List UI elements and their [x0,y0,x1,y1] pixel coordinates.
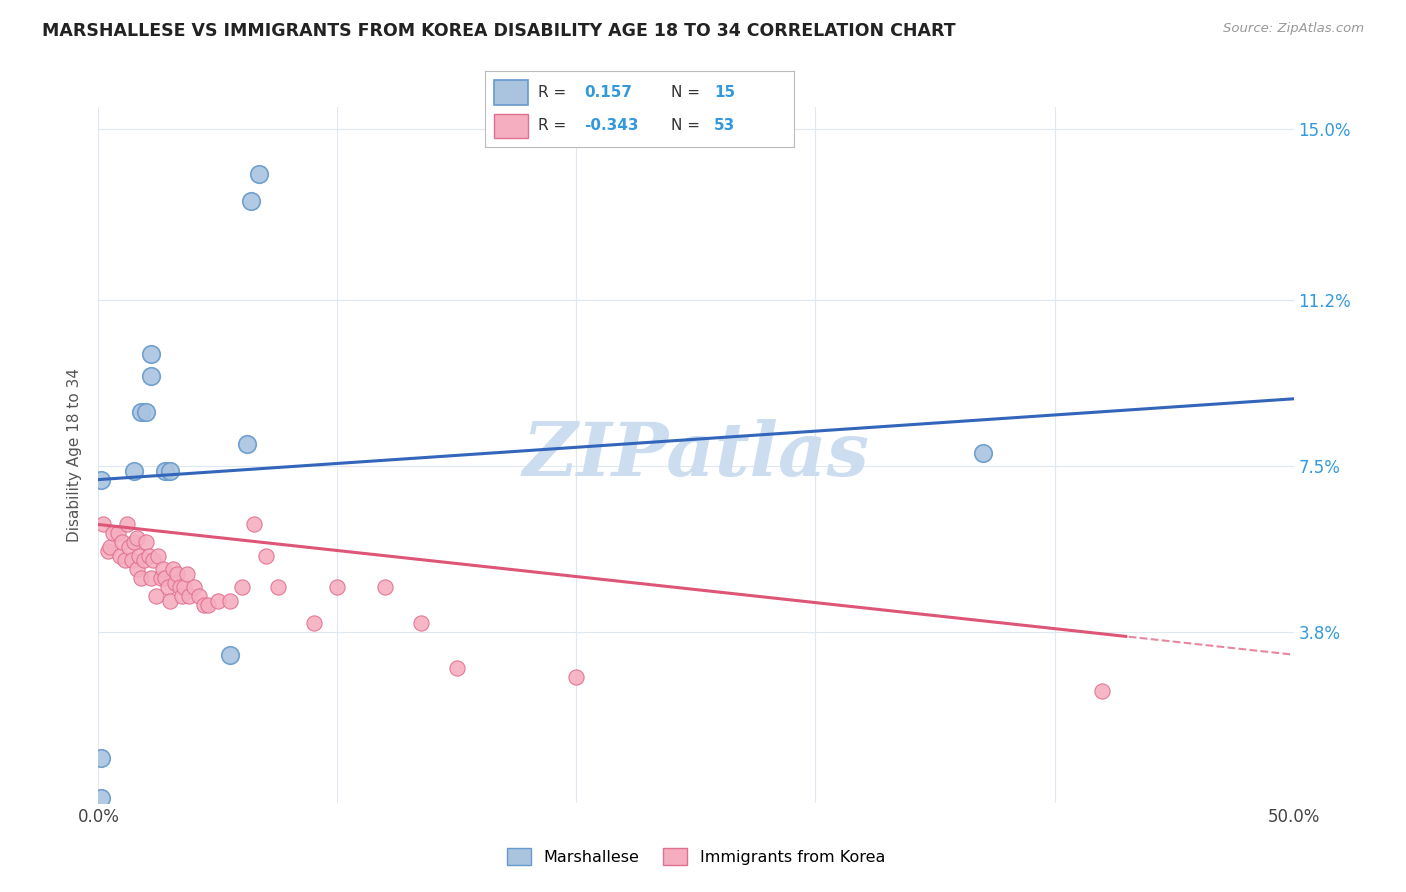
Point [243,517,266,532]
Point [91,517,114,532]
Point [131,405,153,419]
Point [139,571,162,585]
Point [155,571,177,585]
Point [108,549,131,563]
Point [101,526,124,541]
Point [118,540,141,554]
Legend: Marshallese, Immigrants from Korea: Marshallese, Immigrants from Korea [501,842,891,871]
Text: MARSHALLESE VS IMMIGRANTS FROM KOREA DISABILITY AGE 18 TO 34 CORRELATION CHART: MARSHALLESE VS IMMIGRANTS FROM KOREA DIS… [42,22,956,40]
Point [159,464,181,478]
Point [411,616,433,631]
Point [374,580,396,594]
Point [149,571,172,585]
Point [247,167,270,181]
Text: R =: R = [537,85,571,100]
Point [267,580,290,594]
Point [90,751,112,765]
Point [235,436,257,450]
Point [565,670,588,684]
Point [162,562,184,576]
Point [240,194,263,209]
Point [90,791,112,805]
Point [155,464,177,478]
Point [98,540,122,554]
Text: 53: 53 [714,119,735,134]
Point [125,531,148,545]
Point [446,661,468,675]
Point [97,544,120,558]
Point [131,571,153,585]
Point [207,594,229,608]
Point [90,473,112,487]
Point [254,549,277,563]
Point [219,594,242,608]
Point [1091,683,1114,698]
Point [142,553,165,567]
Bar [495,114,529,138]
Point [128,549,150,563]
Point [124,535,146,549]
Point [176,566,198,581]
Point [163,575,186,590]
Point [156,580,179,594]
Text: 0.157: 0.157 [583,85,633,100]
Point [219,648,242,662]
Text: N =: N = [671,85,704,100]
Point [139,369,162,384]
Point [187,590,209,604]
Point [152,562,174,576]
Bar [495,80,529,104]
Point [197,599,219,613]
Point [173,580,195,594]
Point [159,594,181,608]
Point [125,562,148,576]
Point [115,517,138,532]
Point [138,549,160,563]
Point [114,553,136,567]
Point [121,553,143,567]
Point [972,445,994,459]
Point [111,535,134,549]
Text: ZIPatlas: ZIPatlas [523,418,869,491]
Point [139,347,162,361]
Text: 15: 15 [714,85,735,100]
Point [148,549,170,563]
Text: R =: R = [537,119,571,134]
Point [231,580,253,594]
Text: N =: N = [671,119,704,134]
Point [166,566,188,581]
Point [132,553,155,567]
Point [135,405,157,419]
Text: -0.343: -0.343 [583,119,638,134]
Text: Source: ZipAtlas.com: Source: ZipAtlas.com [1223,22,1364,36]
Point [183,580,205,594]
Point [107,526,129,541]
Point [172,590,194,604]
Point [124,464,146,478]
Point [179,590,201,604]
Point [169,580,191,594]
Point [145,590,167,604]
Point [135,535,157,549]
Y-axis label: Disability Age 18 to 34: Disability Age 18 to 34 [67,368,83,542]
Point [302,616,325,631]
Point [326,580,349,594]
Point [193,599,215,613]
